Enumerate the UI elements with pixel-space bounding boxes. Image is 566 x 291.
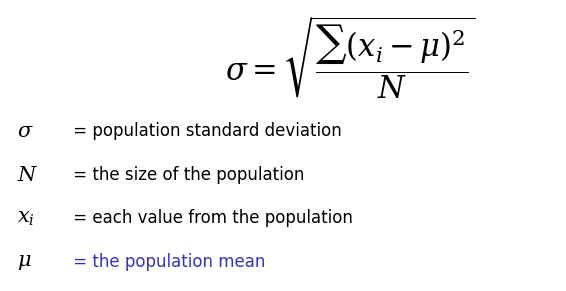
Text: = the size of the population: = the size of the population	[68, 166, 305, 184]
Text: $\sigma = \sqrt{\dfrac{\sum(x_i - \mu)^2}{N}}$: $\sigma = \sqrt{\dfrac{\sum(x_i - \mu)^2…	[225, 15, 477, 101]
Text: = population standard deviation: = population standard deviation	[68, 122, 342, 140]
Text: $\sigma$: $\sigma$	[17, 121, 34, 141]
Text: $\mu$: $\mu$	[17, 252, 32, 272]
Text: = each value from the population: = each value from the population	[68, 209, 353, 227]
Text: $x_i$: $x_i$	[17, 208, 35, 228]
Text: = the population mean: = the population mean	[68, 253, 265, 271]
Text: $N$: $N$	[17, 165, 38, 184]
